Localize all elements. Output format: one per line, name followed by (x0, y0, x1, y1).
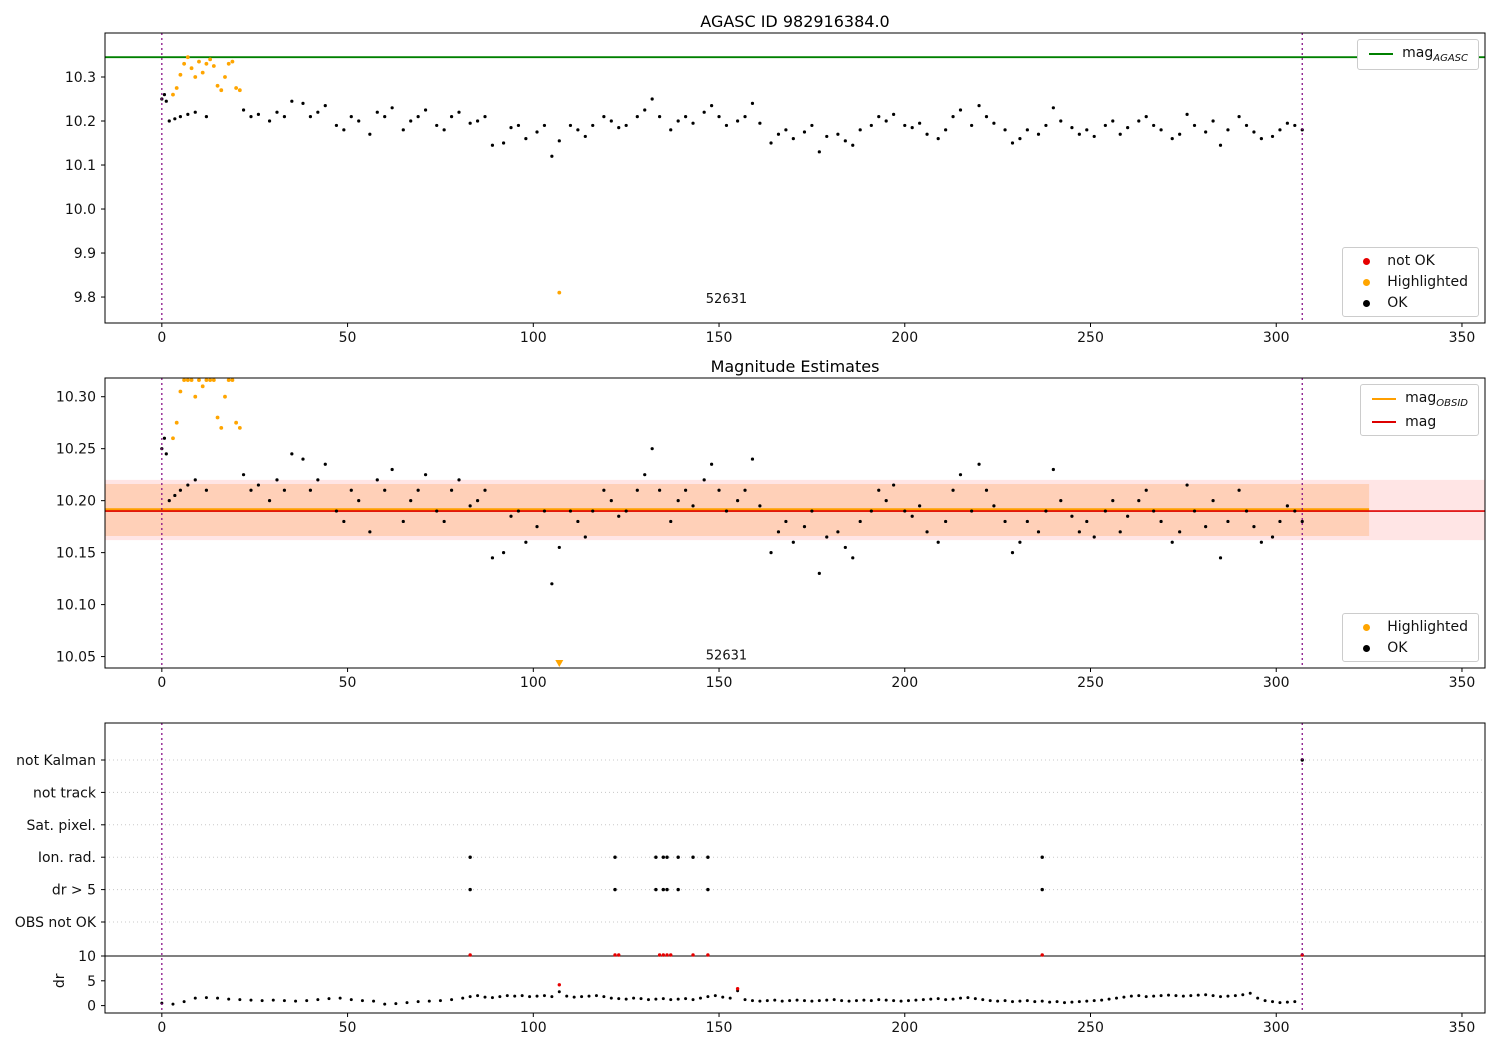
svg-text:10.2: 10.2 (65, 114, 96, 130)
svg-text:OBS not OK: OBS not OK (15, 915, 97, 931)
svg-text:0: 0 (157, 330, 166, 346)
svg-text:dr: dr (52, 973, 68, 988)
svg-text:52631: 52631 (706, 649, 747, 664)
svg-text:5: 5 (87, 974, 96, 990)
svg-text:10.3: 10.3 (65, 70, 96, 86)
svg-text:250: 250 (1077, 1020, 1104, 1036)
legend-dot-marker-icon (1353, 644, 1379, 652)
svg-text:10: 10 (78, 949, 96, 965)
svg-text:50: 50 (339, 675, 357, 691)
svg-text:250: 250 (1077, 330, 1104, 346)
svg-text:Ion. rad.: Ion. rad. (38, 850, 96, 866)
svg-text:9.8: 9.8 (74, 290, 96, 306)
legend-label: mag (1405, 413, 1437, 430)
legend-line-marker-icon (1371, 420, 1397, 423)
chart1-title: AGASC ID 982916384.0 (700, 12, 890, 31)
svg-text:not Kalman: not Kalman (16, 753, 96, 769)
svg-text:10.0: 10.0 (65, 202, 96, 218)
svg-text:250: 250 (1077, 675, 1104, 691)
svg-text:350: 350 (1449, 675, 1476, 691)
legend-label: magAGASC (1402, 45, 1468, 64)
svg-text:9.9: 9.9 (74, 246, 96, 262)
svg-text:50: 50 (339, 330, 357, 346)
svg-text:300: 300 (1263, 1020, 1290, 1036)
svg-text:150: 150 (706, 330, 733, 346)
svg-text:100: 100 (520, 330, 547, 346)
svg-text:300: 300 (1263, 675, 1290, 691)
legend-label: not OK (1387, 253, 1435, 269)
svg-text:Sat. pixel.: Sat. pixel. (27, 818, 96, 834)
legend: not OK Highlighted OK (1342, 247, 1479, 317)
svg-text:100: 100 (520, 675, 547, 691)
svg-text:10.20: 10.20 (56, 494, 96, 510)
svg-text:10.10: 10.10 (56, 598, 96, 614)
svg-text:300: 300 (1263, 330, 1290, 346)
svg-text:10.05: 10.05 (56, 650, 96, 666)
legend-item: not OK (1353, 253, 1468, 269)
legend-label: Highlighted (1387, 274, 1468, 290)
svg-text:10.25: 10.25 (56, 442, 96, 458)
chart2-title: Magnitude Estimates (710, 357, 880, 376)
legend-dot-marker-icon (1353, 299, 1379, 307)
legend-item: Highlighted (1353, 274, 1468, 290)
svg-text:350: 350 (1449, 330, 1476, 346)
legend-item: OK (1353, 640, 1468, 656)
legend-item: magAGASC (1368, 45, 1468, 64)
legend: magAGASC (1357, 39, 1479, 70)
legend: Highlighted OK (1342, 613, 1479, 662)
svg-text:0: 0 (157, 675, 166, 691)
svg-text:50: 50 (339, 1020, 357, 1036)
legend-label: OK (1387, 640, 1408, 656)
svg-text:0: 0 (87, 999, 96, 1015)
svg-text:200: 200 (891, 675, 918, 691)
legend-item: mag (1371, 414, 1468, 430)
legend-item: magOBSID (1371, 390, 1468, 409)
legend-line-marker-icon (1371, 398, 1397, 401)
legend-dot-marker-icon (1353, 257, 1379, 265)
legend-label: magOBSID (1405, 390, 1468, 409)
legend-dot-marker-icon (1353, 278, 1379, 286)
svg-text:150: 150 (706, 675, 733, 691)
svg-text:350: 350 (1449, 1020, 1476, 1036)
legend-dot-marker-icon (1353, 623, 1379, 631)
svg-text:not track: not track (33, 785, 97, 801)
svg-text:10.1: 10.1 (65, 158, 96, 174)
svg-text:10.15: 10.15 (56, 546, 96, 562)
svg-text:dr > 5: dr > 5 (52, 883, 96, 899)
legend-label: Highlighted (1387, 619, 1468, 635)
svg-text:200: 200 (891, 330, 918, 346)
legend-label: OK (1387, 295, 1408, 311)
svg-text:10.30: 10.30 (56, 390, 96, 406)
legend-item: Highlighted (1353, 619, 1468, 635)
svg-text:150: 150 (706, 1020, 733, 1036)
legend-item: OK (1353, 295, 1468, 311)
svg-text:200: 200 (891, 1020, 918, 1036)
svg-text:0: 0 (157, 1020, 166, 1036)
legend: magOBSID mag (1360, 384, 1479, 436)
svg-text:52631: 52631 (706, 292, 747, 307)
legend-line-marker-icon (1368, 53, 1394, 56)
svg-text:100: 100 (520, 1020, 547, 1036)
